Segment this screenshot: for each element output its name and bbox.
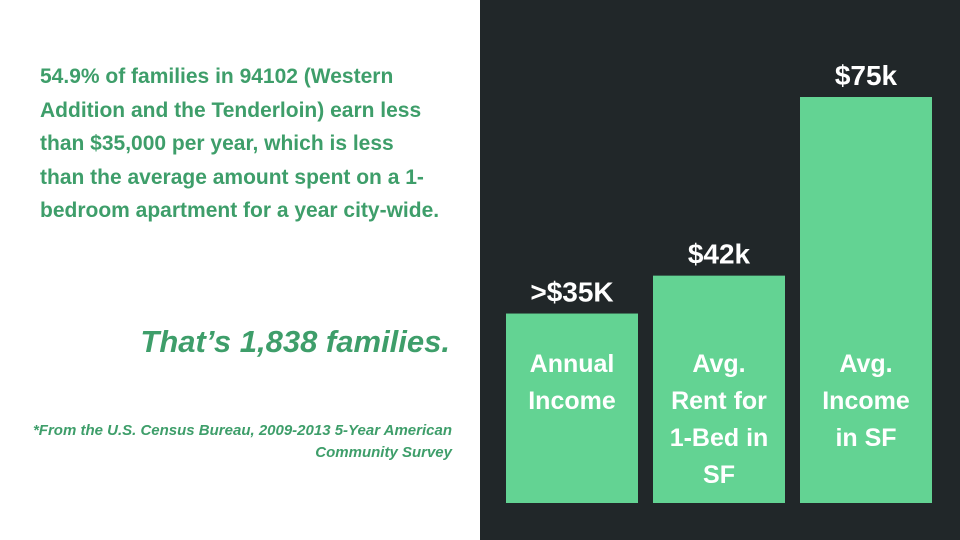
category-label-3: Avg. Income in SF (822, 350, 910, 452)
bar-3 (800, 97, 932, 503)
value-label-3: $75k (835, 60, 898, 91)
chart-panel: >$35K Annual Income $42k Avg. Rent for 1-Bed i… (480, 0, 960, 540)
bar-1 (506, 313, 638, 503)
bar-chart: >$35K Annual Income $42k Avg. Rent for 1-Bed i… (506, 60, 932, 503)
source-footnote: *From the U.S. Census Bureau, 2009-2013 … (32, 422, 452, 461)
text-panel: 54.9% of families in 94102 (Western Addi… (32, 65, 452, 461)
body-text: 54.9% of families in 94102 (Western Addi… (40, 65, 440, 222)
category-label-1: Annual Income (528, 350, 616, 415)
headline: That’s 1,838 families. (140, 324, 450, 359)
value-label-1: >$35K (530, 277, 613, 308)
bar-2 (653, 275, 785, 503)
value-label-2: $42k (688, 239, 751, 270)
category-label-2: Avg. Rent for 1-Bed in SF (670, 350, 769, 489)
